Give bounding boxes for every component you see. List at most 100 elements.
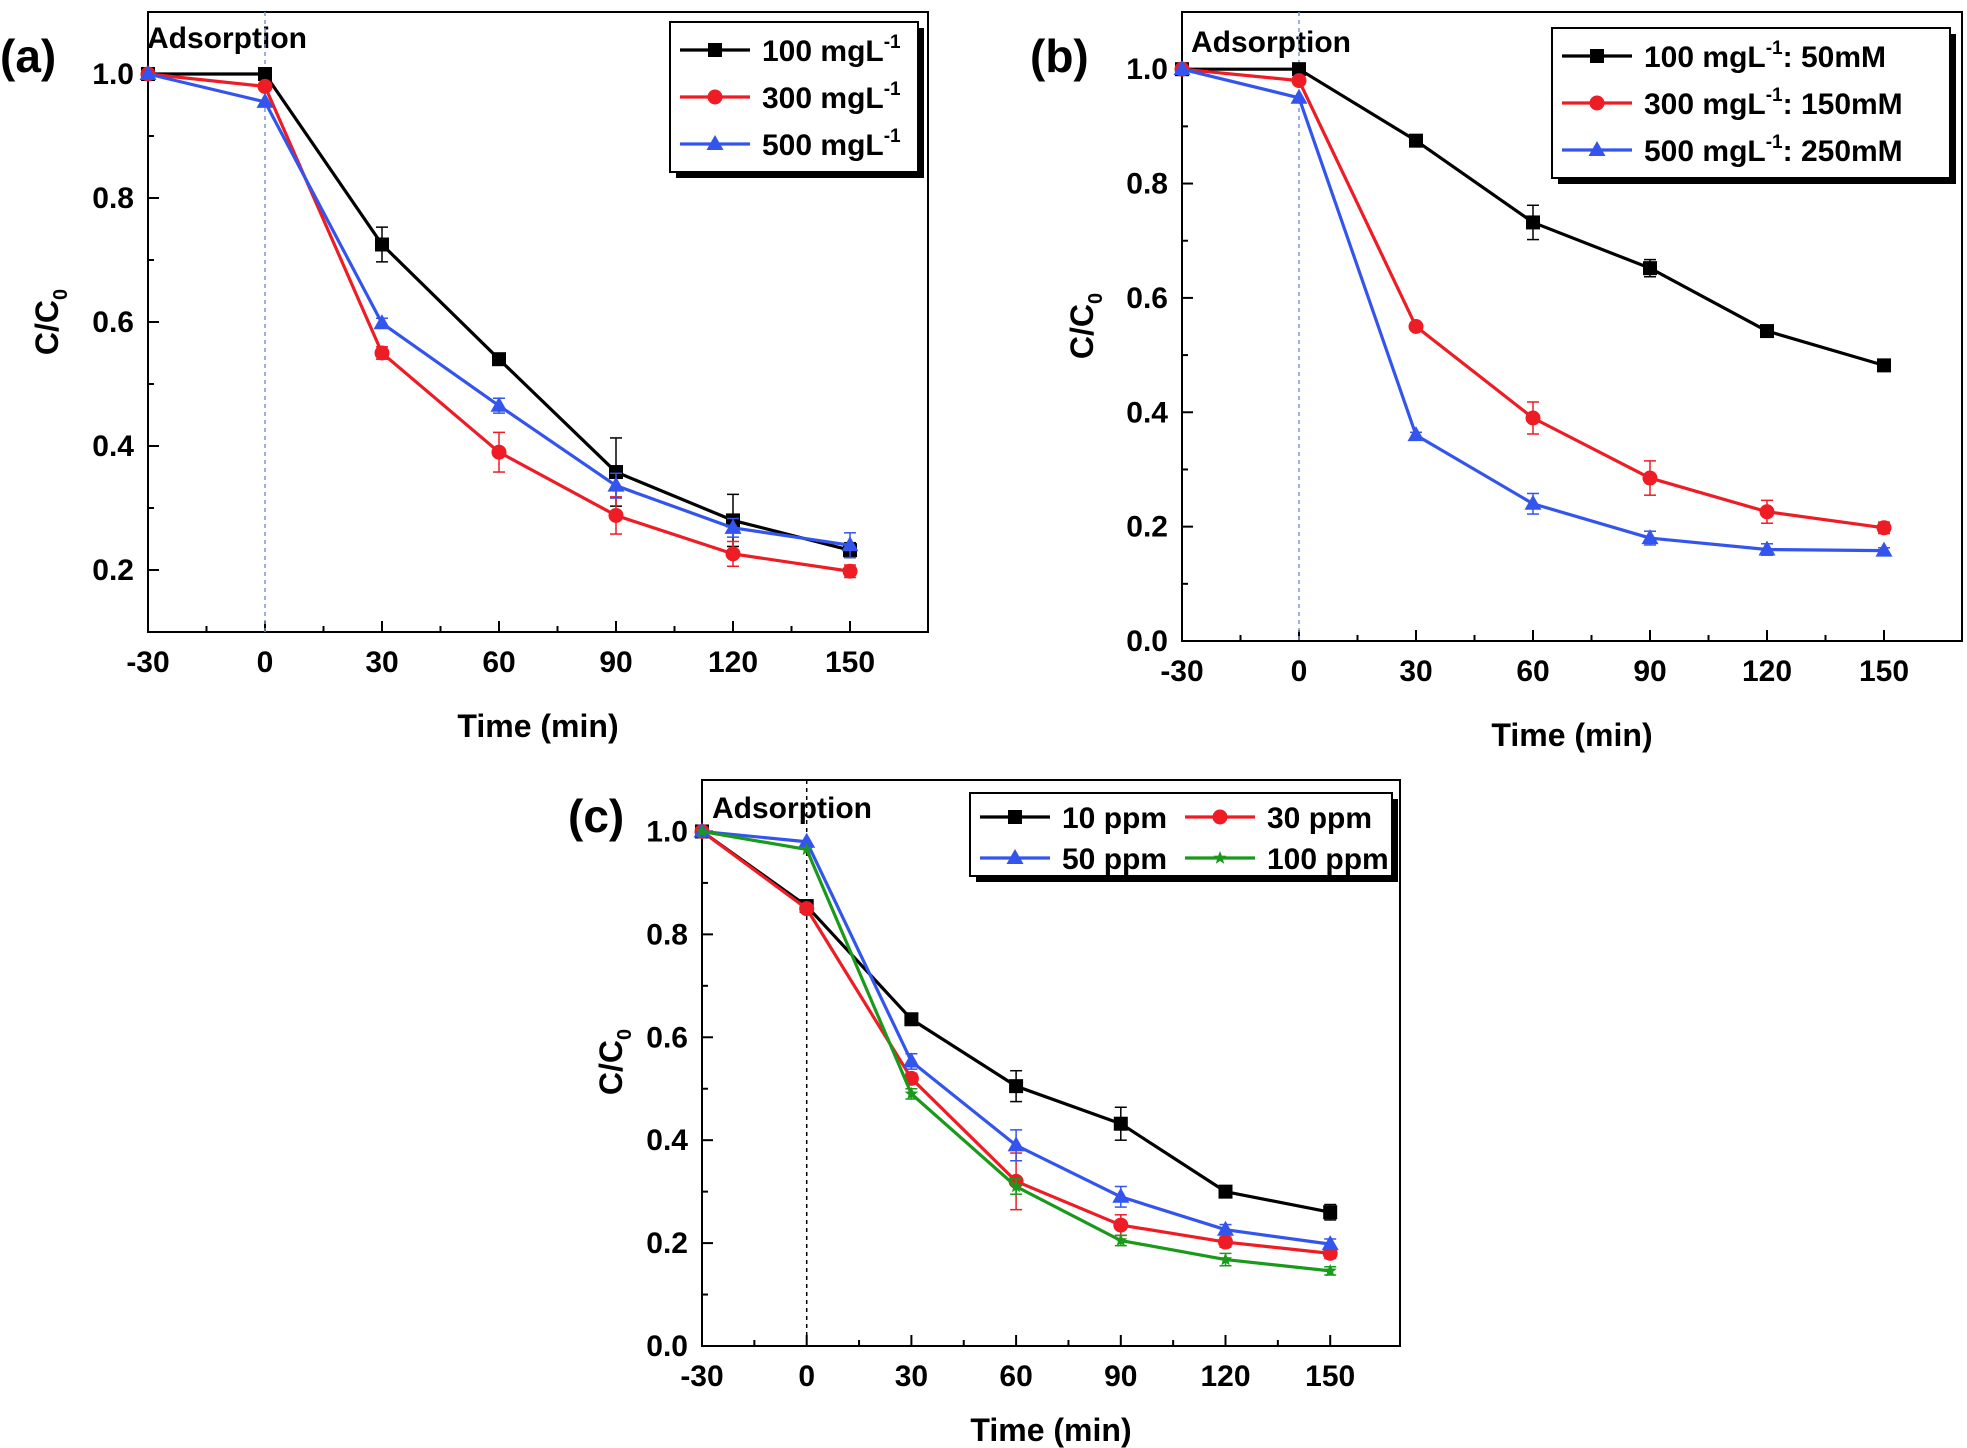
legend: 10 ppm 30 ppm 50 ppm 100 ppm bbox=[969, 792, 1398, 882]
data-point bbox=[1642, 470, 1658, 486]
data-point bbox=[1218, 1252, 1233, 1266]
legend-marker bbox=[1006, 849, 1024, 864]
data-point bbox=[1218, 1184, 1233, 1199]
data-point bbox=[1641, 529, 1659, 545]
legend-box bbox=[969, 792, 1393, 877]
data-point bbox=[492, 352, 506, 367]
series-2 bbox=[693, 822, 1339, 1251]
data-point bbox=[904, 1012, 919, 1027]
data-point bbox=[841, 536, 859, 552]
x-tick-label: -30 bbox=[1160, 655, 1203, 688]
x-tick-label: 150 bbox=[1305, 1360, 1355, 1393]
y-tick-label: 0.8 bbox=[1126, 168, 1168, 201]
x-tick-label: -30 bbox=[680, 1360, 723, 1393]
data-point bbox=[1760, 324, 1774, 339]
y-tick-label: 0.6 bbox=[646, 1021, 688, 1054]
data-point bbox=[1643, 261, 1657, 276]
y-axis-label: C/C0 bbox=[29, 289, 72, 355]
data-point bbox=[1007, 1136, 1025, 1152]
data-point bbox=[1114, 1233, 1128, 1247]
data-point bbox=[1875, 541, 1893, 557]
panel-label: (b) bbox=[1030, 30, 1089, 82]
legend-superscript: -1 bbox=[1766, 85, 1783, 106]
data-point bbox=[1877, 358, 1891, 373]
x-tick-label: 60 bbox=[999, 1360, 1032, 1393]
data-point bbox=[607, 476, 625, 492]
data-point bbox=[1759, 504, 1775, 520]
data-point bbox=[1292, 62, 1306, 77]
chart-panel-a: -30 0 30 60 90 120 150 0.2 0.4 0.6 0.8 1.0 Time (min… bbox=[0, 11, 929, 744]
y-tick-label: 1.0 bbox=[646, 815, 688, 848]
plot-frame bbox=[701, 779, 1401, 1347]
y-axis-label-subscript: 0 bbox=[1085, 293, 1107, 304]
data-point bbox=[902, 1052, 920, 1068]
data-point bbox=[695, 824, 709, 838]
data-point bbox=[1113, 1217, 1129, 1233]
y-tick-label: 0.2 bbox=[1126, 511, 1168, 544]
data-point bbox=[1291, 73, 1307, 89]
legend-suffix: : 150mM bbox=[1783, 88, 1903, 121]
data-point bbox=[842, 563, 858, 579]
legend-marker bbox=[1588, 141, 1606, 156]
data-point bbox=[1323, 1263, 1337, 1277]
y-tick-label: 0.2 bbox=[646, 1227, 688, 1260]
legend-marker bbox=[708, 43, 722, 57]
x-axis-label: Time (min) bbox=[970, 1412, 1131, 1448]
x-tick-label: 0 bbox=[257, 646, 274, 679]
legend: 100 mgL-1 300 mgL-1 500 mgL-1 bbox=[669, 21, 924, 178]
legend-entry-label: 100 ppm bbox=[1267, 843, 1389, 876]
y-tick-label: 0.4 bbox=[92, 430, 134, 463]
data-point bbox=[724, 518, 742, 534]
data-point bbox=[1113, 1116, 1128, 1131]
data-point bbox=[798, 832, 816, 848]
legend-superscript: -1 bbox=[1766, 38, 1783, 59]
x-tick-label: 90 bbox=[1633, 655, 1666, 688]
data-point bbox=[1112, 1187, 1130, 1203]
legend-superscript: -1 bbox=[1766, 132, 1783, 153]
x-tick-label: 120 bbox=[708, 646, 758, 679]
legend-marker bbox=[1589, 95, 1605, 111]
data-point bbox=[374, 345, 390, 361]
data-point bbox=[1876, 520, 1892, 536]
y-tick-label: 0.8 bbox=[646, 918, 688, 951]
y-tick-label: 0.2 bbox=[92, 554, 134, 587]
legend-marker bbox=[1213, 851, 1227, 864]
x-tick-label: 90 bbox=[599, 646, 632, 679]
data-point bbox=[1526, 215, 1540, 230]
legend-marker bbox=[707, 89, 723, 105]
data-point bbox=[256, 92, 274, 108]
x-tick-label: 150 bbox=[1859, 655, 1909, 688]
x-tick-label: 60 bbox=[482, 646, 515, 679]
x-tick-label: 120 bbox=[1742, 655, 1792, 688]
y-tick-label: 0.4 bbox=[646, 1124, 688, 1157]
chart-panel-b: -30 0 30 60 90 120 150 0.0 0.2 0.4 0.6 0.8 1.0 Time (… bbox=[1030, 11, 1963, 753]
data-point bbox=[1218, 1234, 1233, 1250]
chart-panel-c: -30 0 30 60 90 120 150 0.0 0.2 0.4 0.6 0.8 1.0 Time (… bbox=[568, 779, 1401, 1448]
data-point bbox=[799, 901, 815, 917]
y-axis-label-subscript: 0 bbox=[50, 289, 72, 300]
x-tick-label: 90 bbox=[1104, 1360, 1137, 1393]
data-point bbox=[1409, 133, 1423, 148]
data-point bbox=[257, 78, 273, 94]
y-tick-label: 1.0 bbox=[92, 58, 134, 91]
y-tick-label: 0.0 bbox=[1126, 625, 1168, 658]
y-tick-label: 0.6 bbox=[1126, 282, 1168, 315]
legend-marker bbox=[1008, 810, 1022, 824]
legend-entry-label: 100 mgL-1: 50mM bbox=[1644, 38, 1886, 74]
y-axis-label: C/C0 bbox=[1064, 293, 1107, 359]
data-point bbox=[375, 237, 389, 252]
legend-suffix: : 250mM bbox=[1783, 135, 1903, 168]
legend-entry-label: 100 mgL-1 bbox=[762, 32, 901, 68]
data-point bbox=[1009, 1079, 1024, 1094]
panel-label: (a) bbox=[0, 30, 56, 82]
data-point bbox=[800, 842, 814, 856]
series-2 bbox=[1173, 60, 1893, 557]
panel-label: (c) bbox=[568, 790, 624, 842]
legend-suffix: : 50mM bbox=[1783, 41, 1886, 74]
data-point bbox=[258, 67, 272, 81]
data-point bbox=[1173, 60, 1191, 76]
legend-marker bbox=[1590, 49, 1604, 63]
x-tick-label: 30 bbox=[1399, 655, 1432, 688]
x-tick-label: 150 bbox=[825, 646, 875, 679]
